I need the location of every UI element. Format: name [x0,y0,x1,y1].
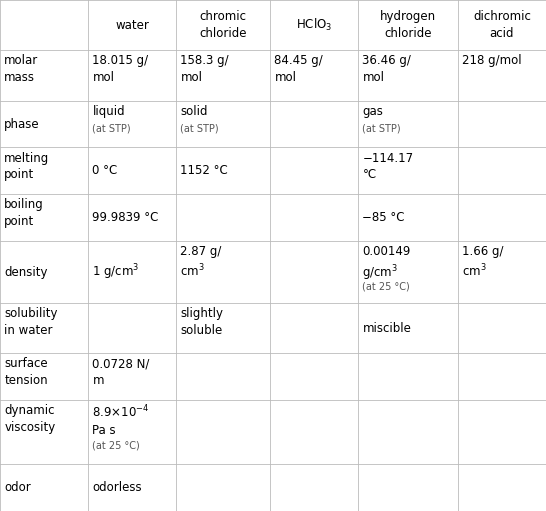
Text: 1152 °C: 1152 °C [180,165,228,177]
Text: 218 g/mol: 218 g/mol [462,54,522,67]
Text: 1 g/cm$^3$: 1 g/cm$^3$ [92,262,140,282]
Text: density: density [4,266,48,278]
Text: 18.015 g/
mol: 18.015 g/ mol [92,54,149,84]
Text: (at 25 °C): (at 25 °C) [92,441,140,451]
Text: (at STP): (at STP) [92,123,131,133]
Text: odor: odor [4,481,31,494]
Text: (at STP): (at STP) [363,123,401,133]
Text: 0.00149
g/cm$^3$: 0.00149 g/cm$^3$ [363,245,411,283]
Text: HClO$_3$: HClO$_3$ [296,17,332,33]
Text: liquid: liquid [92,105,125,118]
Text: odorless: odorless [92,481,142,494]
Text: 0 °C: 0 °C [92,165,117,177]
Text: 8.9×10$^{-4}$
Pa s: 8.9×10$^{-4}$ Pa s [92,404,150,437]
Text: 36.46 g/
mol: 36.46 g/ mol [363,54,411,84]
Text: gas: gas [363,105,383,118]
Text: surface
tension: surface tension [4,357,48,387]
Text: 1.66 g/
cm$^3$: 1.66 g/ cm$^3$ [462,245,504,280]
Text: miscible: miscible [363,321,411,335]
Text: water: water [115,18,149,32]
Text: 2.87 g/
cm$^3$: 2.87 g/ cm$^3$ [180,245,222,280]
Text: dichromic
acid: dichromic acid [473,10,531,40]
Text: melting
point: melting point [4,152,50,181]
Text: 84.45 g/
mol: 84.45 g/ mol [275,54,323,84]
Text: boiling
point: boiling point [4,198,44,228]
Text: hydrogen
chloride: hydrogen chloride [380,10,436,40]
Text: 0.0728 N/
m: 0.0728 N/ m [92,357,150,387]
Text: (at STP): (at STP) [180,123,219,133]
Text: phase: phase [4,118,40,130]
Text: 158.3 g/
mol: 158.3 g/ mol [180,54,229,84]
Text: solubility
in water: solubility in water [4,307,58,337]
Text: −85 °C: −85 °C [363,211,405,224]
Text: dynamic
viscosity: dynamic viscosity [4,404,56,434]
Text: molar
mass: molar mass [4,54,39,84]
Text: −114.17
°C: −114.17 °C [363,152,413,181]
Text: slightly
soluble: slightly soluble [180,307,223,337]
Text: (at 25 °C): (at 25 °C) [363,282,410,292]
Text: solid: solid [180,105,208,118]
Text: 99.9839 °C: 99.9839 °C [92,211,159,224]
Text: chromic
chloride: chromic chloride [199,10,247,40]
